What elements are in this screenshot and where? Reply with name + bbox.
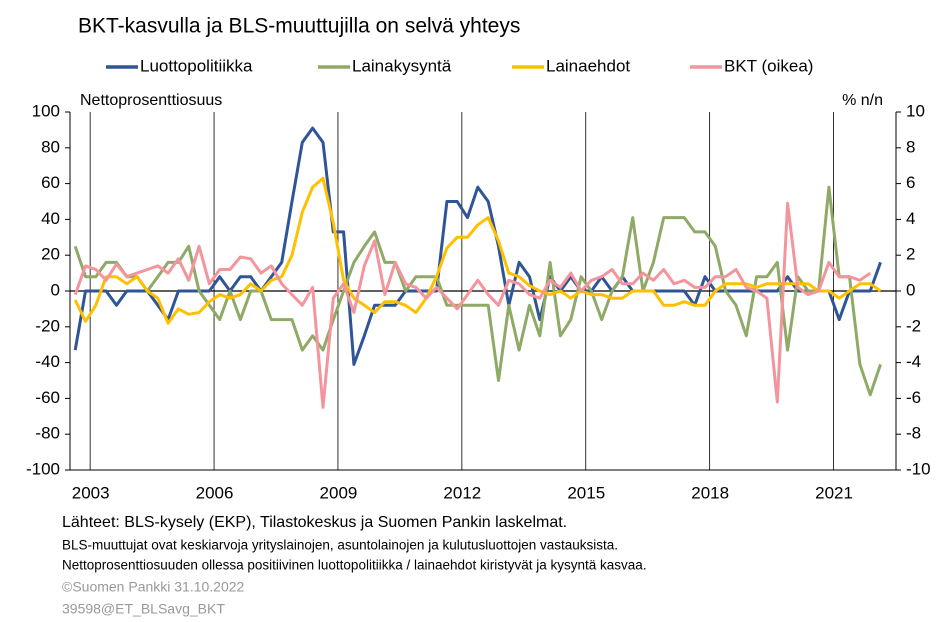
legend-label: Lainakysyntä [352, 56, 452, 75]
y2-tick-label: -2 [906, 316, 921, 335]
x-tick-label: 2009 [320, 483, 358, 502]
y-tick-label: -80 [35, 424, 60, 443]
series-line [73, 201, 872, 409]
y-tick-label: 100 [32, 101, 60, 120]
series-line [73, 176, 882, 325]
legend-label: Luottopolitiikka [140, 56, 253, 75]
y2-tick-label: 10 [906, 101, 925, 120]
x-tick-label: 2006 [196, 483, 234, 502]
legend-label: Lainaehdot [546, 56, 630, 75]
y2-tick-label: -6 [906, 388, 921, 407]
y2-tick-label: 0 [906, 280, 915, 299]
y-tick-label: 40 [41, 209, 60, 228]
y-tick-label: 60 [41, 173, 60, 192]
series-line [73, 185, 882, 397]
y-axis-label: Nettoprosenttiosuus [80, 92, 222, 109]
y-tick-label: -40 [35, 352, 60, 371]
y2-tick-label: -4 [906, 352, 921, 371]
y2-tick-label: 2 [906, 245, 915, 264]
x-tick-label: 2012 [443, 483, 481, 502]
x-tick-label: 2003 [72, 483, 110, 502]
credit: 39598@ET_BLSavg_BKT [62, 601, 225, 617]
note: BLS-muuttujat ovat keskiarvoja yrityslai… [62, 538, 618, 553]
y2-tick-label: 4 [906, 209, 915, 228]
y-tick-label: 80 [41, 137, 60, 156]
y-tick-label: 20 [41, 245, 60, 264]
y-tick-label: -60 [35, 388, 60, 407]
y-tick-label: -20 [35, 316, 60, 335]
y2-tick-label: 6 [906, 173, 915, 192]
x-tick-label: 2021 [815, 483, 853, 502]
x-tick-label: 2018 [691, 483, 729, 502]
y2-axis-label: % n/n [842, 92, 883, 109]
legend-label: BKT (oikea) [724, 56, 813, 75]
source: Lähteet: BLS-kysely (EKP), Tilastokeskus… [62, 514, 567, 531]
chart-title: BKT-kasvulla ja BLS-muuttujilla on selvä… [78, 15, 520, 38]
x-tick-label: 2015 [567, 483, 605, 502]
note: Nettoprosenttiosuuden ollessa positiivin… [62, 558, 647, 573]
y-tick-label: -100 [26, 459, 60, 478]
y2-tick-label: -8 [906, 424, 921, 443]
credit: ©Suomen Pankki 31.10.2022 [62, 579, 245, 595]
series-line [73, 126, 882, 366]
y-tick-label: 0 [51, 280, 60, 299]
y2-tick-label: -10 [906, 459, 931, 478]
y2-tick-label: 8 [906, 137, 915, 156]
